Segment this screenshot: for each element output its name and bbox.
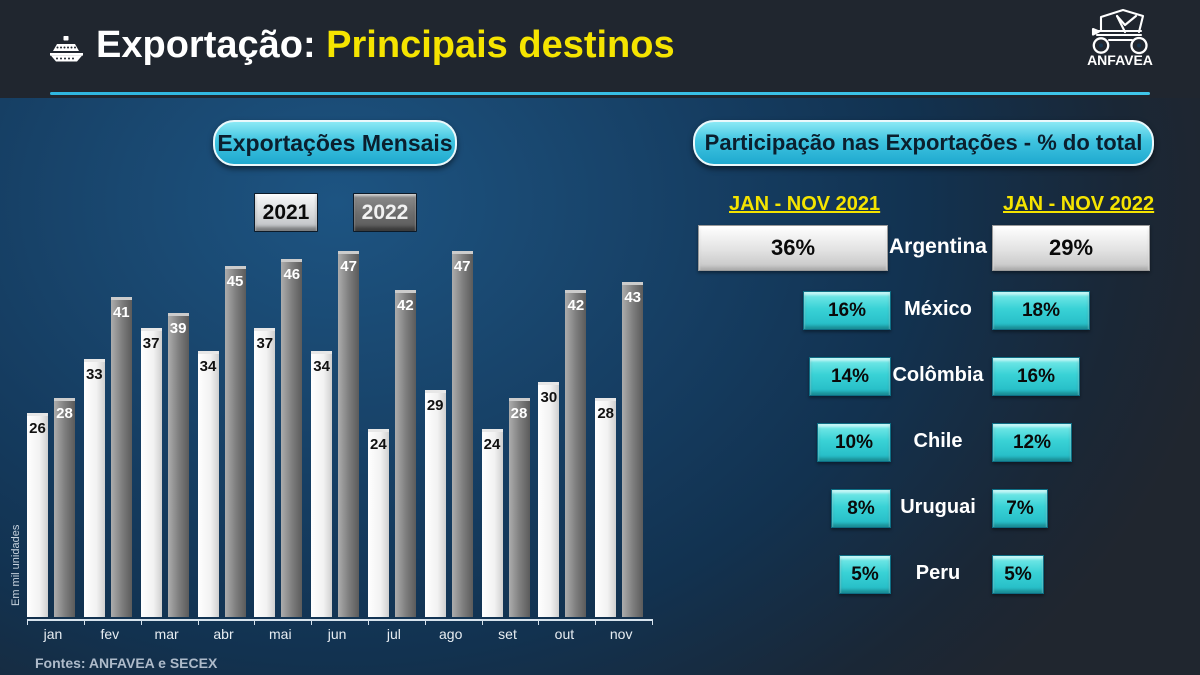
svg-text:ANFAVEA: ANFAVEA	[1087, 52, 1153, 68]
